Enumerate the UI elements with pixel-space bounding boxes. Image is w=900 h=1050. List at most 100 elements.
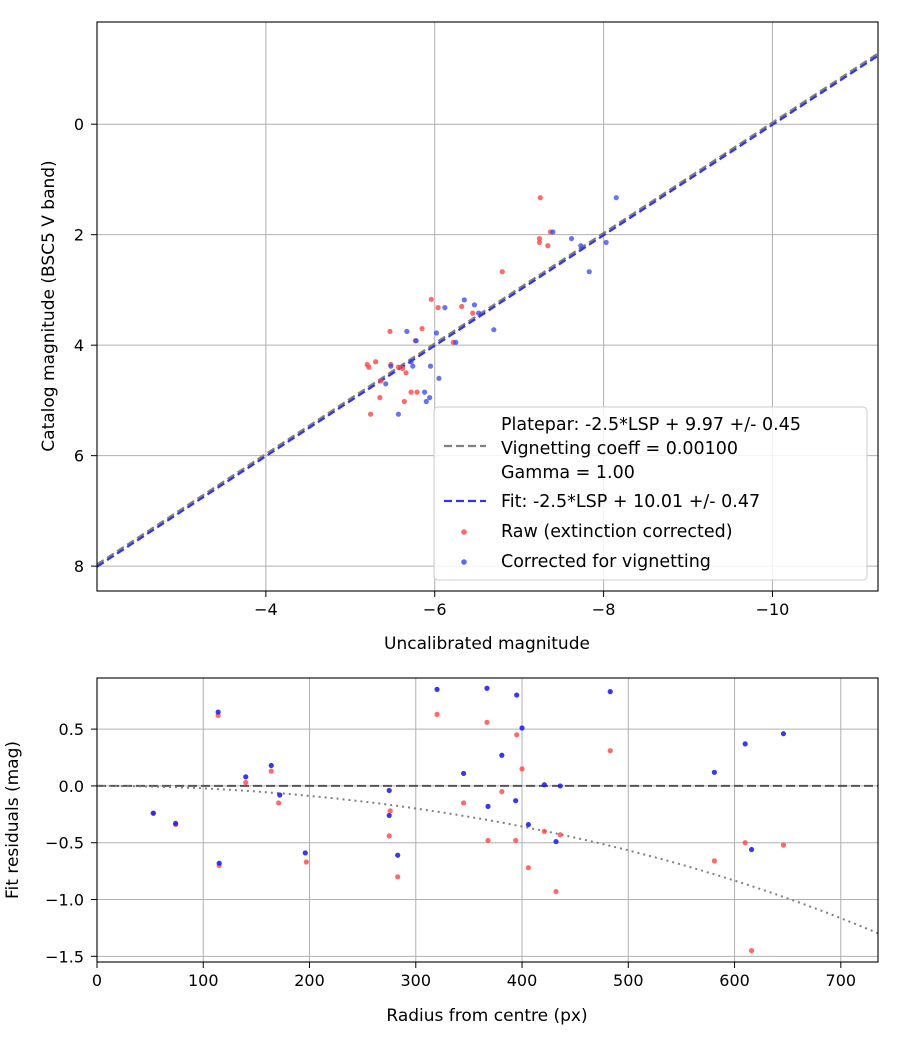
bottom-y-ticks: 0.5 0.0 −0.5 −1.0 −1.5 <box>45 720 97 966</box>
top-y-tick-label: 0 <box>74 115 84 134</box>
corrected-point <box>453 339 459 346</box>
bottom-x-tick-label: 300 <box>401 971 432 990</box>
legend-vignetting-label: Vignetting coeff = 0.00100 <box>501 439 738 459</box>
raw-point <box>536 235 543 242</box>
bottom-grid <box>96 678 878 962</box>
corrected-residual-point <box>268 762 274 769</box>
bottom-x-tick-label: 400 <box>507 971 538 990</box>
raw-residual-point <box>525 865 532 871</box>
raw-point <box>377 395 383 401</box>
corrected-residual-point <box>484 685 490 691</box>
bottom-y-tick-label: −1.5 <box>45 947 84 966</box>
top-axes-frame <box>96 21 879 592</box>
bottom-y-axis-label: Fit residuals (mag) <box>3 741 23 899</box>
raw-point <box>459 303 465 310</box>
raw-residual-point <box>541 828 547 834</box>
raw-residual-point <box>276 800 282 806</box>
corrected-point <box>550 229 556 235</box>
corrected-point <box>442 305 448 311</box>
legend-raw-marker <box>461 529 467 535</box>
corrected-residual-point <box>541 782 547 788</box>
bottom-reference-lines <box>97 784 879 935</box>
raw-residual-point <box>303 859 309 865</box>
corrected-residual-point <box>243 774 249 780</box>
corrected-point <box>578 243 584 249</box>
raw-residual-point <box>607 748 613 754</box>
bottom-corrected-points <box>150 685 787 866</box>
raw-residual-point <box>484 719 490 725</box>
raw-residual-point <box>386 833 392 839</box>
corrected-residual-point <box>150 810 156 816</box>
corrected-residual-point <box>215 709 221 715</box>
top-y-axis-label: Catalog magnitude (BSC5 V band) <box>39 160 59 451</box>
top-x-ticks: −4 −6 −8 −10 <box>254 591 789 619</box>
raw-residual-point <box>485 837 491 844</box>
corrected-residual-point <box>513 798 519 804</box>
corrected-residual-point <box>386 787 392 794</box>
raw-residual-point <box>780 842 787 848</box>
raw-point <box>401 398 407 405</box>
raw-residual-point <box>553 888 559 895</box>
top-grid <box>97 22 878 591</box>
corrected-residual-point <box>748 846 755 853</box>
corrected-point <box>388 363 394 369</box>
raw-point <box>435 305 441 311</box>
vignetting-curve <box>97 784 879 935</box>
corrected-residual-point <box>557 783 563 789</box>
corrected-point <box>586 269 592 275</box>
raw-residual-point <box>387 808 393 814</box>
top-x-tick-label: −6 <box>423 600 447 619</box>
raw-point <box>366 364 372 370</box>
top-raw-points <box>364 195 554 417</box>
corrected-residual-point <box>277 792 283 798</box>
corrected-point <box>404 328 410 334</box>
raw-point <box>387 328 393 334</box>
raw-residual-point <box>499 789 505 795</box>
raw-residual-point <box>748 948 755 954</box>
raw-point <box>403 370 409 376</box>
raw-residual-point <box>268 768 274 774</box>
top-y-tick-label: 6 <box>74 447 84 466</box>
raw-point <box>414 389 420 395</box>
top-y-tick-label: 8 <box>74 557 84 576</box>
raw-point <box>395 364 402 370</box>
corrected-point <box>413 338 419 344</box>
corrected-point <box>471 302 478 308</box>
top-panel: −4 −6 −8 −10 0 2 4 6 8 Uncalibrated magnitude C… <box>39 21 879 654</box>
corrected-residual-point <box>395 852 401 858</box>
corrected-point <box>427 363 434 369</box>
top-legend: Platepar: -2.5*LSP + 9.97 +/- 0.45 Vigne… <box>433 406 868 581</box>
corrected-residual-point <box>485 803 491 809</box>
raw-residual-point <box>513 837 519 844</box>
top-y-ticks: 0 2 4 6 8 <box>74 115 97 576</box>
raw-residual-point <box>460 800 467 806</box>
bottom-x-ticks: 0 100 200 300 400 500 600 700 <box>92 962 856 990</box>
corrected-point <box>491 327 497 333</box>
corrected-point <box>427 395 433 401</box>
raw-point <box>378 378 384 384</box>
corrected-residual-point <box>216 860 222 866</box>
corrected-point <box>408 359 414 365</box>
corrected-residual-point <box>434 686 440 692</box>
raw-point <box>367 411 374 417</box>
raw-point <box>408 389 414 395</box>
corrected-residual-point <box>514 692 520 698</box>
bottom-x-tick-label: 700 <box>826 971 857 990</box>
raw-point <box>419 325 425 332</box>
raw-point <box>373 359 379 365</box>
top-x-tick-label: −4 <box>254 600 278 619</box>
corrected-residual-point <box>519 725 525 731</box>
legend-raw-label: Raw (extinction corrected) <box>501 522 733 542</box>
corrected-residual-point <box>173 820 179 827</box>
corrected-point <box>603 239 609 246</box>
corrected-residual-point <box>302 850 308 856</box>
corrected-residual-point <box>711 769 717 775</box>
raw-point <box>537 195 543 201</box>
raw-point <box>400 365 406 371</box>
corrected-point <box>476 310 482 316</box>
raw-residual-point <box>519 766 525 772</box>
legend-fit-label: Fit: -2.5*LSP + 10.01 +/- 0.47 <box>501 492 760 512</box>
top-y-tick-label: 2 <box>74 226 84 245</box>
corrected-residual-point <box>525 821 532 828</box>
